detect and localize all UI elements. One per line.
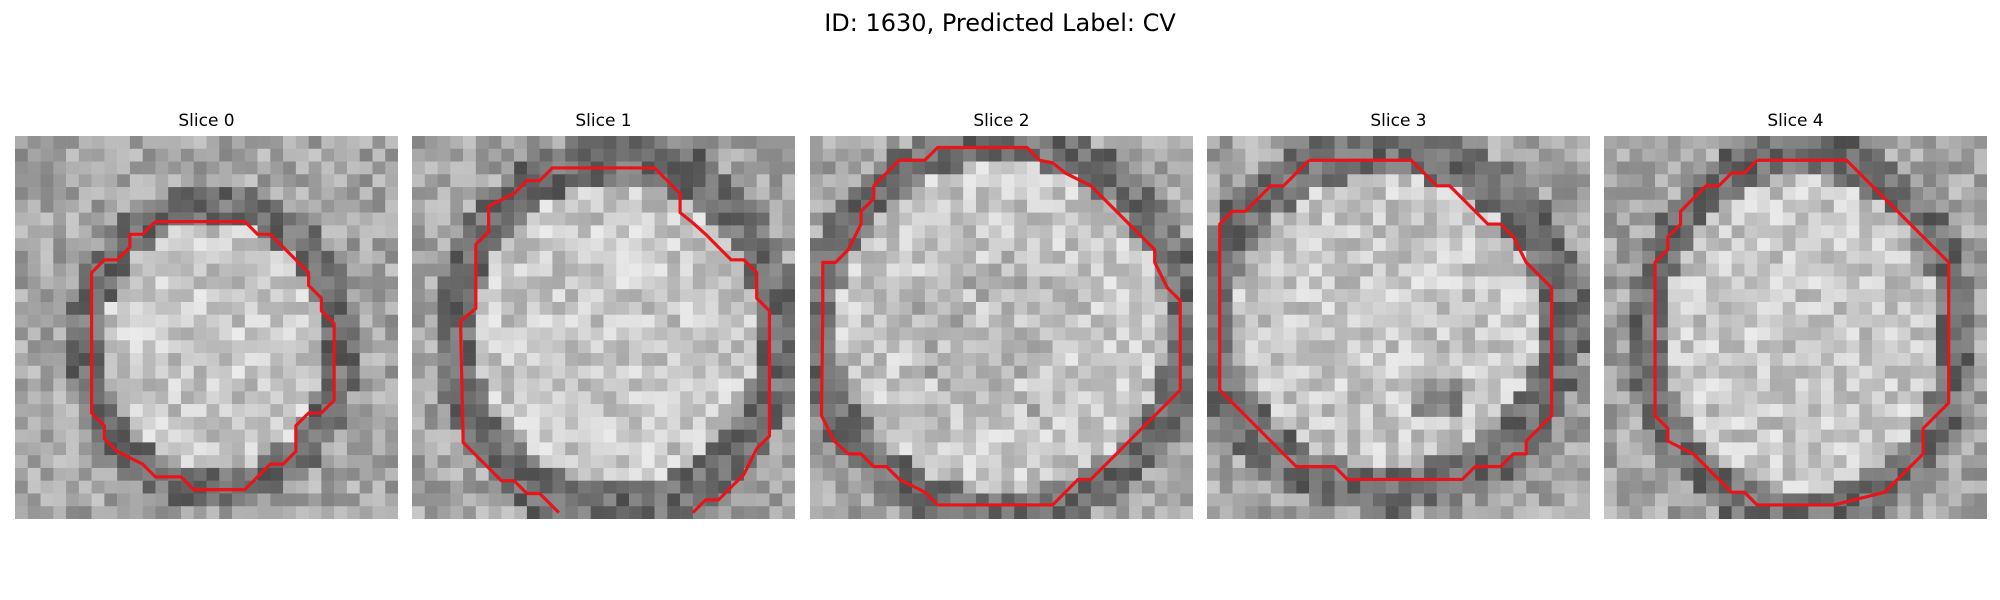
slice-panel-1: Slice 1 <box>412 108 795 519</box>
slice-title-3: Slice 3 <box>1370 111 1427 131</box>
slice-image-3 <box>1207 136 1590 519</box>
slice-title-0: Slice 0 <box>178 111 235 131</box>
slice-title-2: Slice 2 <box>973 111 1030 131</box>
slice-panel-3: Slice 3 <box>1207 108 1590 519</box>
contour-3 <box>1218 158 1554 482</box>
slice-title-1: Slice 1 <box>575 111 632 131</box>
slice-image-0 <box>15 136 398 519</box>
contour-1 <box>458 166 772 514</box>
slice-title-4: Slice 4 <box>1767 111 1824 131</box>
figure-title: ID: 1630, Predicted Label: CV <box>824 9 1176 37</box>
slice-panel-2: Slice 2 <box>810 108 1193 519</box>
slice-image-1 <box>412 136 795 519</box>
slice-panel-4: Slice 4 <box>1604 108 1987 519</box>
contour-2 <box>819 145 1182 507</box>
slice-panel-0: Slice 0 <box>15 108 398 519</box>
contour-0 <box>90 219 336 492</box>
slice-image-2 <box>810 136 1193 519</box>
contour-4 <box>1653 158 1951 507</box>
slice-image-4 <box>1604 136 1987 519</box>
